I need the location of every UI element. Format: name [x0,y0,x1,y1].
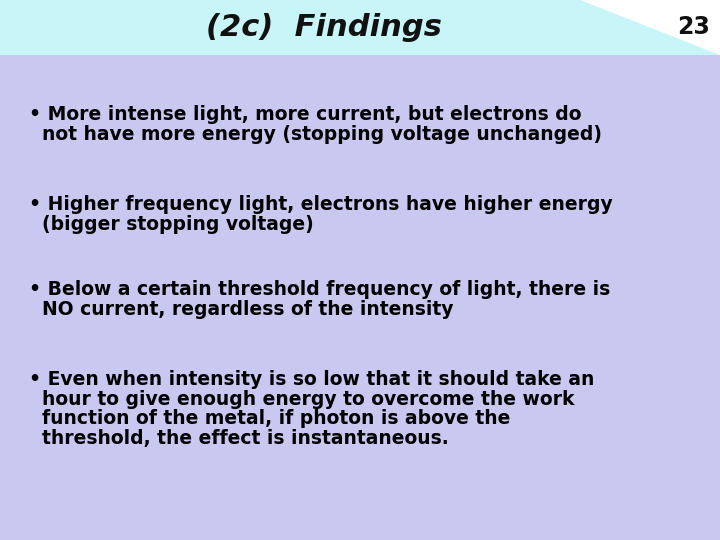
Text: function of the metal, if photon is above the: function of the metal, if photon is abov… [29,409,510,428]
Text: 23: 23 [677,16,710,39]
Text: threshold, the effect is instantaneous.: threshold, the effect is instantaneous. [29,429,449,448]
Bar [0,0,720,55]
Text: (bigger stopping voltage): (bigger stopping voltage) [29,214,313,234]
Text: NO current, regardless of the intensity: NO current, regardless of the intensity [29,300,454,319]
Text: hour to give enough energy to overcome the work: hour to give enough energy to overcome t… [29,389,575,409]
Polygon shape [580,0,720,55]
Text: • Below a certain threshold frequency of light, there is: • Below a certain threshold frequency of… [29,280,610,299]
Text: (2c)  Findings: (2c) Findings [206,13,442,42]
Text: • Even when intensity is so low that it should take an: • Even when intensity is so low that it … [29,370,594,389]
Text: • Higher frequency light, electrons have higher energy: • Higher frequency light, electrons have… [29,195,613,214]
Text: not have more energy (stopping voltage unchanged): not have more energy (stopping voltage u… [29,125,602,144]
Text: • More intense light, more current, but electrons do: • More intense light, more current, but … [29,105,581,124]
